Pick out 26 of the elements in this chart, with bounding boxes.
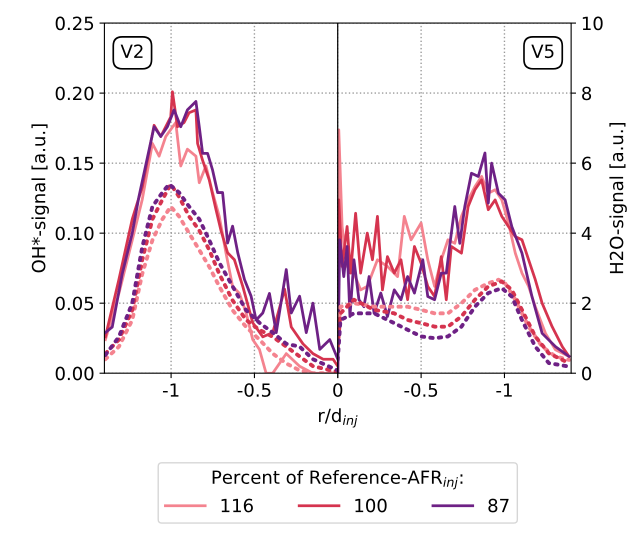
- x-tick-label: -1: [162, 383, 178, 397]
- legend-label: 116: [222, 498, 253, 512]
- y-axis-title: OH*-signal [a.u.]: [31, 124, 49, 272]
- x-axis-title: r/d$_{inj}$: [319, 408, 358, 428]
- y-tick-label: 0.15: [56, 156, 94, 170]
- y-tick-label: 0.20: [56, 86, 94, 100]
- y2-tick-label: 8: [582, 86, 592, 100]
- y2-tick-label: 10: [582, 16, 603, 30]
- y2-tick-label: 0: [582, 366, 592, 380]
- x-tick-label: -0.5: [404, 383, 438, 397]
- x-tick-label: 0: [333, 383, 342, 397]
- y2-tick-label: 4: [582, 226, 592, 240]
- y2-tick-label: 2: [582, 296, 591, 310]
- annotation: V5: [531, 44, 554, 58]
- legend-label: 87: [488, 498, 509, 512]
- y2-tick-label: 6: [582, 156, 592, 170]
- y-tick-label: 0.25: [56, 16, 94, 30]
- legend-label: 100: [355, 498, 387, 512]
- x-tick-label: -1: [496, 383, 512, 397]
- x-tick-label: -0.5: [238, 383, 270, 397]
- annotation: V2: [120, 44, 143, 58]
- y-tick-label: 0.00: [56, 366, 94, 380]
- y-tick-label: 0.10: [56, 226, 94, 240]
- legend-title: Percent of Reference-AFR$_{inj}$:: [212, 470, 462, 490]
- y-tick-label: 0.05: [56, 296, 94, 310]
- y2-axis-title: H2O-signal [a.u.]: [609, 122, 627, 274]
